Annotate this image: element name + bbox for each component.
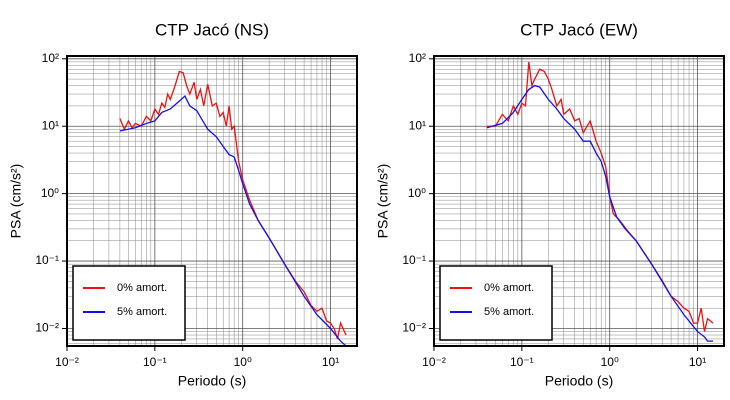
x-tick-label: 10⁻¹ <box>510 355 534 369</box>
x-tick-label: 10¹ <box>322 355 339 369</box>
legend-box <box>439 265 553 341</box>
plot-frame <box>66 55 358 347</box>
x-tick-label: 10⁻¹ <box>143 355 167 369</box>
legend-label: 0% amort. <box>484 282 534 294</box>
x-axis-label: Periodo (s) <box>178 373 246 389</box>
y-tick-label: 10⁻² <box>402 321 426 335</box>
y-tick-label: 10⁻¹ <box>402 253 426 267</box>
series-line <box>486 61 714 332</box>
y-tick-label: 10¹ <box>409 118 426 132</box>
x-tick-label: 10⁰ <box>601 355 619 369</box>
x-tick-label: 10¹ <box>689 355 706 369</box>
x-tick-label: 10⁻² <box>422 355 446 369</box>
y-tick-label: 10⁻¹ <box>35 253 59 267</box>
legend-box <box>72 265 186 341</box>
y-tick-label: 10¹ <box>42 118 59 132</box>
y-tick-label: 10² <box>42 51 59 65</box>
y-tick-label: 10⁰ <box>408 186 426 200</box>
y-tick-label: 10⁻² <box>35 321 59 335</box>
x-axis-label: Periodo (s) <box>545 373 613 389</box>
legend-label: 5% amort. <box>484 306 534 318</box>
chart-title: CTP Jacó (EW) <box>520 20 638 39</box>
y-tick-label: 10² <box>409 51 426 65</box>
legend-label: 5% amort. <box>117 306 167 318</box>
x-tick-label: 10⁰ <box>234 355 252 369</box>
chart-title: CTP Jacó (NS) <box>155 20 269 39</box>
y-tick-label: 10⁰ <box>41 186 59 200</box>
y-axis-label: PSA (cm/s²) <box>375 164 391 239</box>
x-tick-label: 10⁻² <box>55 355 79 369</box>
y-axis-label: PSA (cm/s²) <box>8 164 24 239</box>
legend-label: 0% amort. <box>117 282 167 294</box>
series-line <box>486 84 714 342</box>
plot-frame <box>433 55 725 347</box>
series-line <box>119 95 347 347</box>
